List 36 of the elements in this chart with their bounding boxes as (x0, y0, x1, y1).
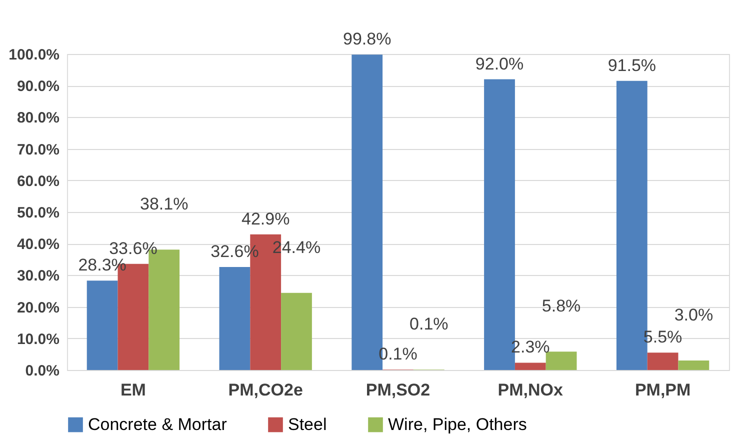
legend-label: Steel (288, 414, 327, 434)
y-tick-label: 80.0% (16, 110, 60, 127)
x-tick-label: PM,NOx (498, 380, 564, 400)
y-tick-label: 60.0% (16, 172, 60, 190)
data-label: 0.1% (410, 314, 448, 334)
data-label: 92.0% (475, 54, 524, 74)
bar (281, 292, 312, 370)
legend-label: Concrete & Mortar (88, 414, 228, 434)
data-label: 38.1% (140, 194, 188, 214)
y-tick-label: 10.0% (16, 330, 60, 348)
data-label: 99.8% (343, 30, 392, 49)
y-tick-label: 90.0% (16, 78, 60, 96)
x-tick-label: PM,SO2 (366, 380, 430, 400)
data-label: 3.0% (674, 306, 714, 325)
data-label: 28.3% (78, 256, 126, 275)
y-tick-label: 40.0% (16, 236, 60, 254)
data-label: 33.6% (109, 238, 158, 258)
y-tick-label: 30.0% (16, 268, 60, 285)
bar (678, 360, 710, 370)
x-tick-label: EM (120, 380, 146, 400)
x-tick-label: PM,CO2e (228, 380, 303, 400)
bar (514, 362, 546, 370)
legend-label: Wire, Pipe, Others (388, 414, 527, 434)
bar (86, 280, 118, 370)
y-tick-label: 20.0% (16, 299, 60, 316)
bar (546, 352, 577, 370)
data-label: 91.5% (608, 56, 656, 75)
y-tick-label: 0.0% (25, 362, 60, 380)
bar (647, 352, 678, 370)
y-tick-label: 50.0% (16, 204, 60, 222)
data-label: 42.9% (242, 209, 290, 228)
bar (219, 266, 250, 370)
y-tick-label: 100.0% (8, 46, 60, 64)
data-label: 5.8% (542, 296, 581, 316)
y-tick-label: 70.0% (16, 141, 60, 158)
x-tick-label: PM,PM (634, 380, 691, 400)
